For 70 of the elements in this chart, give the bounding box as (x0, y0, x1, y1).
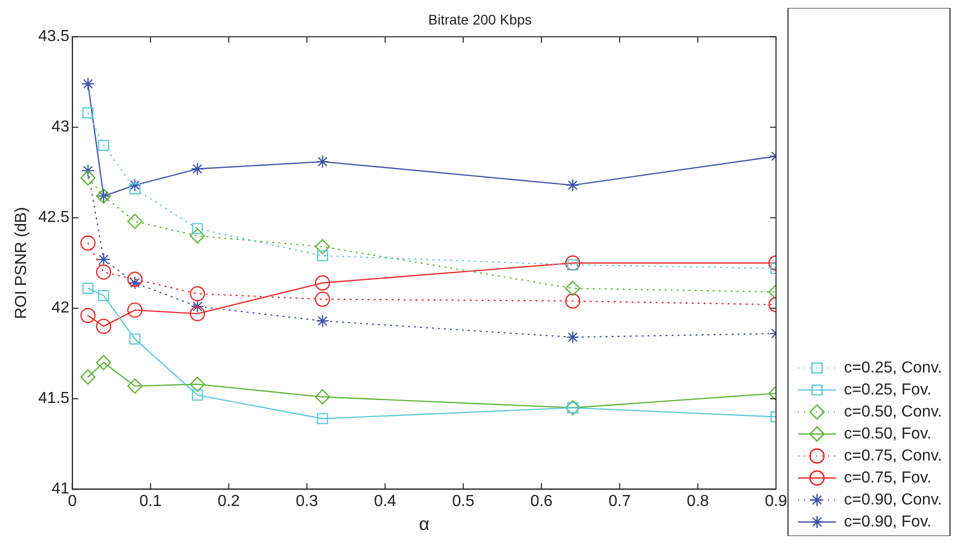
y-tick-label: 42.5 (38, 209, 70, 226)
y-tick-label: 43 (52, 118, 70, 136)
point (82, 282, 94, 294)
point (81, 77, 95, 90)
point (316, 314, 330, 328)
point (316, 155, 330, 168)
chart-title: Bitrate 200 Kbps (428, 11, 532, 28)
x-tick-label: 0.6 (530, 493, 553, 510)
point (82, 107, 94, 118)
point (314, 239, 330, 254)
x-tick-label: 0.5 (452, 493, 474, 510)
y-tick-label: 41.5 (38, 390, 70, 408)
y-axis-title: ROI PSNR (dB) (13, 206, 30, 320)
x-tick-label: 0.9 (764, 493, 788, 510)
x-tick-label: 0.1 (139, 493, 162, 510)
point (81, 164, 95, 178)
y-tick-label: 41 (52, 480, 70, 498)
point (190, 228, 206, 244)
legend-label: c=0.90, Fov. (844, 513, 932, 530)
legend-label: c=0.75, Conv. (844, 447, 942, 464)
legend-label: c=0.75, Fov. (844, 469, 932, 486)
y-tick-label: 42 (52, 300, 70, 317)
x-tick-label: 0.8 (686, 493, 710, 510)
point (314, 275, 330, 291)
point (314, 389, 330, 405)
point (190, 162, 204, 176)
legend-label: c=0.90, Conv. (844, 491, 942, 508)
point (96, 318, 112, 334)
point (96, 264, 112, 280)
point (565, 255, 580, 271)
point (80, 170, 96, 186)
x-tick-label: 0.3 (296, 493, 318, 510)
point (127, 378, 142, 394)
point (565, 280, 580, 296)
point (190, 286, 206, 302)
legend-label: c=0.25, Fov. (844, 381, 932, 398)
legend-label: c=0.25, Conv. (844, 359, 942, 376)
x-axis-title: α (418, 514, 430, 534)
point (98, 290, 110, 302)
point (127, 272, 142, 287)
point (98, 140, 110, 151)
point (565, 293, 580, 309)
point (192, 390, 203, 401)
x-tick-label: 0.2 (218, 493, 240, 510)
point (316, 413, 328, 424)
y-tick-label: 43.5 (38, 28, 70, 46)
point (129, 333, 140, 345)
point (128, 276, 142, 290)
point (80, 235, 96, 251)
x-tick-label: 0 (68, 493, 77, 510)
x-tick-label: 0.4 (374, 493, 396, 510)
legend-label: c=0.50, Fov. (844, 425, 932, 442)
point (566, 330, 580, 344)
point (566, 178, 580, 192)
point (80, 369, 96, 385)
point (129, 183, 140, 194)
point (314, 292, 330, 307)
point (192, 223, 203, 234)
point (97, 252, 110, 266)
x-tick-label: 0.7 (608, 493, 631, 510)
point (190, 306, 206, 322)
point (190, 376, 206, 392)
point (96, 354, 112, 370)
point (80, 308, 96, 324)
point (127, 302, 142, 318)
point (190, 300, 204, 314)
point (316, 250, 328, 262)
point (128, 178, 142, 192)
point (127, 214, 142, 229)
legend-label: c=0.50, Conv. (844, 403, 942, 420)
